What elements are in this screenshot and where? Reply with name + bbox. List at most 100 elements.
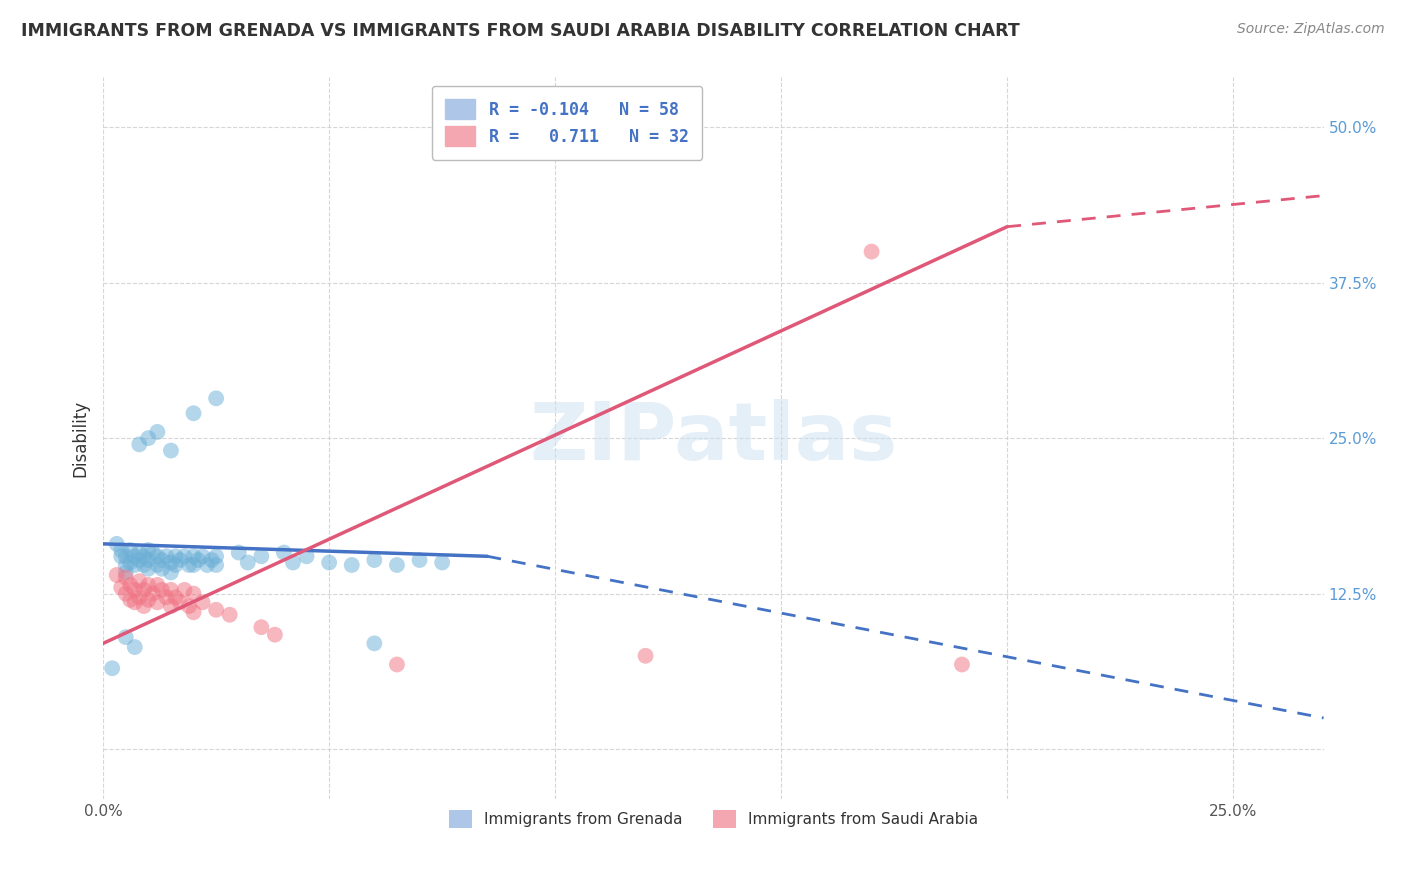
Point — [128, 437, 150, 451]
Point — [105, 568, 128, 582]
Point — [128, 545, 150, 559]
Point — [146, 578, 169, 592]
Point — [236, 556, 259, 570]
Point — [136, 592, 159, 607]
Point — [205, 392, 228, 406]
Text: IMMIGRANTS FROM GRENADA VS IMMIGRANTS FROM SAUDI ARABIA DISABILITY CORRELATION C: IMMIGRANTS FROM GRENADA VS IMMIGRANTS FR… — [21, 22, 1019, 40]
Point — [120, 556, 142, 570]
Point — [136, 578, 159, 592]
Point — [218, 607, 240, 622]
Point — [124, 582, 146, 597]
Point — [110, 543, 132, 558]
Point — [160, 599, 183, 613]
Point — [169, 595, 191, 609]
Point — [124, 549, 146, 564]
Point — [142, 545, 165, 559]
Point — [110, 581, 132, 595]
Point — [132, 599, 155, 613]
Point — [634, 648, 657, 663]
Point — [124, 640, 146, 654]
Point — [173, 549, 195, 564]
Point — [114, 630, 136, 644]
Point — [201, 553, 224, 567]
Point — [155, 591, 177, 605]
Point — [146, 425, 169, 439]
Point — [295, 549, 318, 564]
Point — [150, 562, 173, 576]
Point — [318, 556, 340, 570]
Legend: Immigrants from Grenada, Immigrants from Saudi Arabia: Immigrants from Grenada, Immigrants from… — [443, 804, 984, 835]
Point — [281, 556, 304, 570]
Point — [430, 556, 453, 570]
Point — [120, 543, 142, 558]
Point — [165, 591, 187, 605]
Point — [146, 595, 169, 609]
Point — [114, 549, 136, 564]
Point — [114, 570, 136, 584]
Point — [950, 657, 973, 672]
Point — [114, 586, 136, 600]
Point — [155, 549, 177, 564]
Point — [150, 553, 173, 567]
Point — [132, 549, 155, 564]
Point — [183, 586, 205, 600]
Point — [120, 592, 142, 607]
Point — [183, 549, 205, 564]
Point — [408, 553, 430, 567]
Point — [191, 549, 214, 564]
Point — [150, 582, 173, 597]
Point — [183, 406, 205, 420]
Point — [183, 605, 205, 619]
Point — [165, 549, 187, 564]
Point — [173, 582, 195, 597]
Y-axis label: Disability: Disability — [72, 400, 89, 476]
Point — [142, 586, 165, 600]
Point — [160, 556, 183, 570]
Point — [146, 558, 169, 572]
Point — [195, 558, 218, 572]
Point — [205, 603, 228, 617]
Point — [177, 558, 200, 572]
Text: ZIPatlas: ZIPatlas — [529, 399, 897, 477]
Point — [191, 595, 214, 609]
Point — [205, 558, 228, 572]
Point — [363, 553, 385, 567]
Point — [385, 657, 408, 672]
Point — [105, 537, 128, 551]
Point — [136, 543, 159, 558]
Point — [124, 558, 146, 572]
Point — [128, 574, 150, 589]
Point — [114, 566, 136, 580]
Point — [385, 558, 408, 572]
Point — [124, 595, 146, 609]
Point — [110, 549, 132, 564]
Point — [160, 566, 183, 580]
Point — [169, 553, 191, 567]
Point — [136, 553, 159, 567]
Point — [128, 591, 150, 605]
Point — [340, 558, 363, 572]
Point — [114, 558, 136, 572]
Point — [146, 549, 169, 564]
Point — [250, 620, 273, 634]
Point — [101, 661, 124, 675]
Point — [228, 545, 250, 559]
Point — [132, 582, 155, 597]
Point — [860, 244, 883, 259]
Point — [264, 627, 287, 641]
Point — [165, 558, 187, 572]
Point — [136, 431, 159, 445]
Point — [128, 553, 150, 567]
Text: Source: ZipAtlas.com: Source: ZipAtlas.com — [1237, 22, 1385, 37]
Point — [187, 553, 209, 567]
Point — [136, 562, 159, 576]
Point — [177, 599, 200, 613]
Point — [132, 558, 155, 572]
Point — [160, 582, 183, 597]
Point — [205, 549, 228, 564]
Point — [160, 443, 183, 458]
Point — [273, 545, 295, 559]
Point — [250, 549, 273, 564]
Point — [183, 558, 205, 572]
Point — [120, 578, 142, 592]
